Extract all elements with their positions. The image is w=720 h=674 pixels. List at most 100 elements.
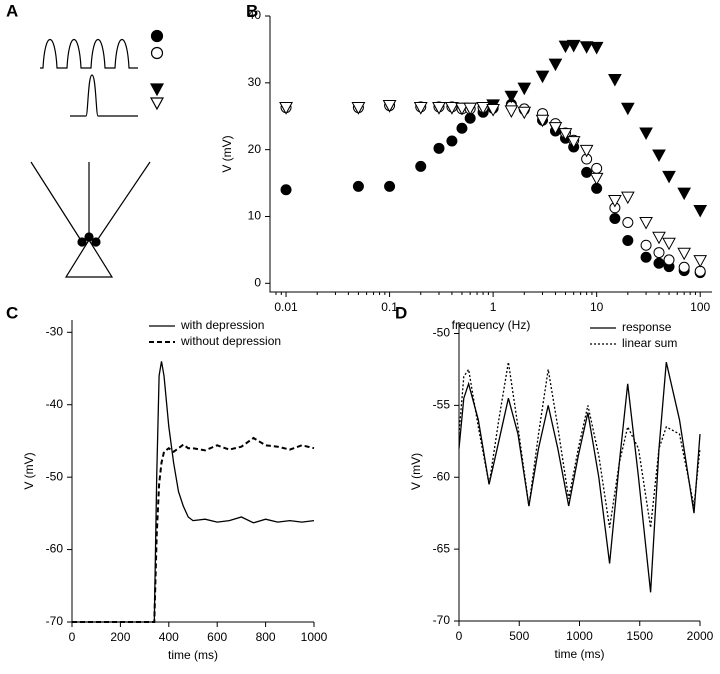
x-tick-label: 1500: [626, 629, 653, 643]
point: [639, 127, 653, 140]
synapse: [91, 237, 101, 247]
legend-label: with depression: [180, 318, 264, 332]
point: [693, 255, 708, 268]
panel-label: D: [395, 303, 407, 322]
x-tick-label: 1000: [566, 629, 593, 643]
point: [608, 194, 622, 208]
point: [566, 39, 581, 53]
y-tick-label: -50: [46, 469, 64, 483]
inputs: [30, 161, 151, 243]
point: [456, 122, 468, 134]
legend-label: without depression: [180, 334, 281, 348]
point: [663, 254, 675, 266]
series-line: [458, 362, 701, 593]
x-tick-label: 0.1: [381, 300, 398, 314]
x-tick-label: 200: [110, 630, 130, 644]
legend-filled-circle: [150, 29, 164, 43]
synapse: [84, 232, 94, 242]
point: [280, 184, 292, 196]
axes: [458, 322, 700, 622]
y-axis-label: V (mV): [22, 452, 36, 489]
point: [677, 247, 692, 261]
point: [662, 170, 676, 184]
x-tick-label: 0.01: [274, 300, 298, 314]
point: [432, 102, 446, 115]
point: [413, 102, 428, 115]
point: [517, 82, 532, 96]
point: [384, 180, 396, 192]
pulse-train: [40, 38, 138, 69]
point: [591, 162, 603, 174]
neuron: [64, 238, 114, 278]
x-axis-label: frequency (Hz): [452, 318, 531, 332]
point: [504, 90, 519, 104]
x-axis-label: time (ms): [168, 648, 218, 662]
y-tick-label: -70: [433, 613, 451, 627]
x-tick-label: 1000: [301, 630, 328, 644]
legend-open-triangle: [149, 97, 165, 111]
x-axis-label: time (ms): [555, 647, 605, 661]
x-tick-label: 500: [509, 629, 529, 643]
point: [517, 106, 532, 120]
series-line: [72, 436, 315, 623]
legend-label: response: [622, 320, 672, 334]
point: [622, 235, 634, 247]
point: [476, 102, 490, 115]
point: [694, 265, 706, 277]
x-tick-label: 600: [207, 630, 227, 644]
point: [693, 204, 708, 218]
point: [535, 114, 550, 128]
schematic: [30, 29, 165, 278]
series-line: [458, 362, 701, 528]
y-tick-label: 30: [248, 75, 262, 89]
axes: [269, 16, 712, 293]
y-tick-label: -60: [46, 542, 64, 556]
x-tick-label: 100: [690, 300, 710, 314]
point: [548, 58, 563, 72]
point: [620, 102, 635, 116]
point: [653, 257, 665, 269]
point: [486, 104, 500, 117]
y-tick-label: 40: [248, 8, 262, 22]
point: [622, 216, 634, 228]
point: [609, 212, 621, 224]
panel-label: C: [6, 303, 18, 322]
point: [455, 102, 469, 116]
x-tick-label: 800: [256, 630, 276, 644]
point: [279, 102, 293, 115]
point: [608, 73, 622, 87]
series-line: [72, 361, 315, 623]
y-tick-label: 0: [254, 275, 261, 289]
x-tick-label: 400: [159, 630, 179, 644]
point: [558, 40, 573, 54]
y-tick-label: -60: [433, 469, 451, 483]
point: [558, 128, 573, 141]
point: [589, 172, 604, 186]
point: [548, 122, 563, 135]
y-tick-label: -30: [46, 324, 64, 338]
legend-open-circle: [150, 46, 164, 60]
legend-filled-triangle: [149, 83, 165, 97]
y-tick-label: -65: [433, 541, 451, 555]
y-tick-label: -50: [433, 326, 451, 340]
point: [639, 216, 653, 230]
point: [463, 102, 477, 116]
point: [382, 100, 397, 113]
point: [579, 41, 594, 54]
point: [433, 142, 445, 154]
x-tick-label: 10: [590, 300, 604, 314]
panel-label: A: [6, 1, 18, 20]
point: [445, 102, 459, 115]
x-tick-label: 0: [456, 629, 463, 643]
legend-label: linear sum: [622, 336, 677, 350]
point: [640, 239, 652, 251]
axes: [71, 320, 314, 623]
point: [653, 247, 665, 259]
point: [504, 105, 519, 118]
point: [351, 102, 366, 115]
point: [620, 191, 635, 205]
y-tick-label: -55: [433, 398, 451, 412]
point: [581, 166, 593, 178]
point: [640, 251, 652, 263]
point: [535, 70, 550, 84]
